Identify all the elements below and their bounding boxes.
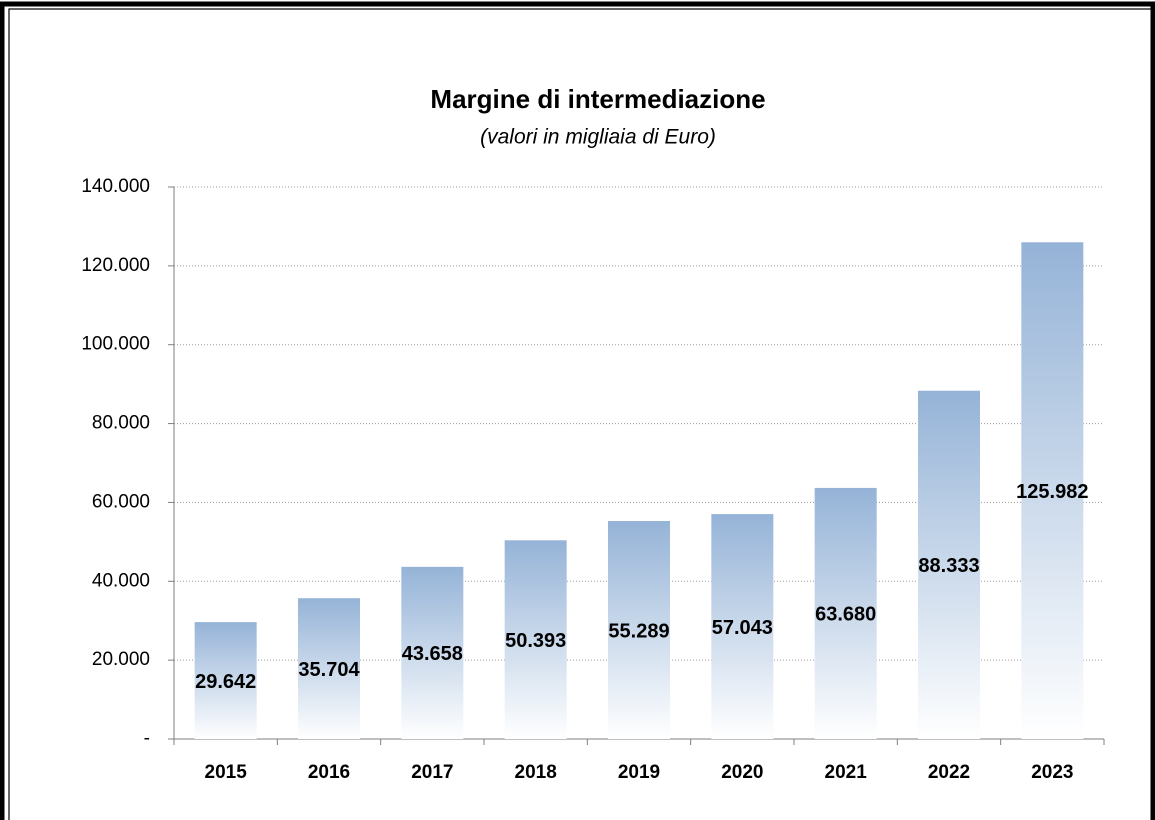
y-tick-label: 20.000 [92,649,150,670]
bar [194,622,257,739]
y-tick-label: 140.000 [81,176,150,197]
bar [504,540,567,739]
data-label: 88.333 [918,555,979,577]
y-tick-label: 100.000 [81,334,150,355]
bar [711,514,774,739]
bar [814,487,877,739]
data-label: 35.704 [298,659,360,681]
bar [918,390,980,739]
data-label: 43.658 [402,643,463,665]
data-label: 29.642 [195,671,256,693]
bar [608,521,670,739]
chart-title: Margine di intermediazione [430,84,765,114]
data-label: 125.982 [1016,481,1088,503]
x-tick-label: 2023 [1031,762,1073,783]
data-label: 63.680 [815,604,876,626]
x-tick-label: 2021 [825,762,868,783]
y-tick-label: 120.000 [81,255,150,276]
y-tick-label: 60.000 [92,491,150,512]
data-label: 57.043 [712,617,773,639]
x-tick-label: 2016 [308,762,350,783]
x-tick-label: 2015 [205,762,248,783]
data-label: 55.289 [608,620,669,642]
x-tick-label: 2020 [721,762,763,783]
bar [298,598,360,739]
x-tick-label: 2018 [515,762,557,783]
frame-inner [8,8,1154,820]
chart-subtitle: (valori in migliaia di Euro) [480,126,716,149]
bar [401,566,464,739]
x-tick-label: 2019 [618,762,660,783]
y-tick-label: 40.000 [92,570,150,591]
data-label: 50.393 [505,630,566,652]
x-tick-label: 2017 [411,762,453,783]
x-tick-label: 2022 [928,762,970,783]
y-tick-label: - [144,728,150,749]
bar [1021,242,1084,739]
y-tick-label: 80.000 [92,413,150,434]
